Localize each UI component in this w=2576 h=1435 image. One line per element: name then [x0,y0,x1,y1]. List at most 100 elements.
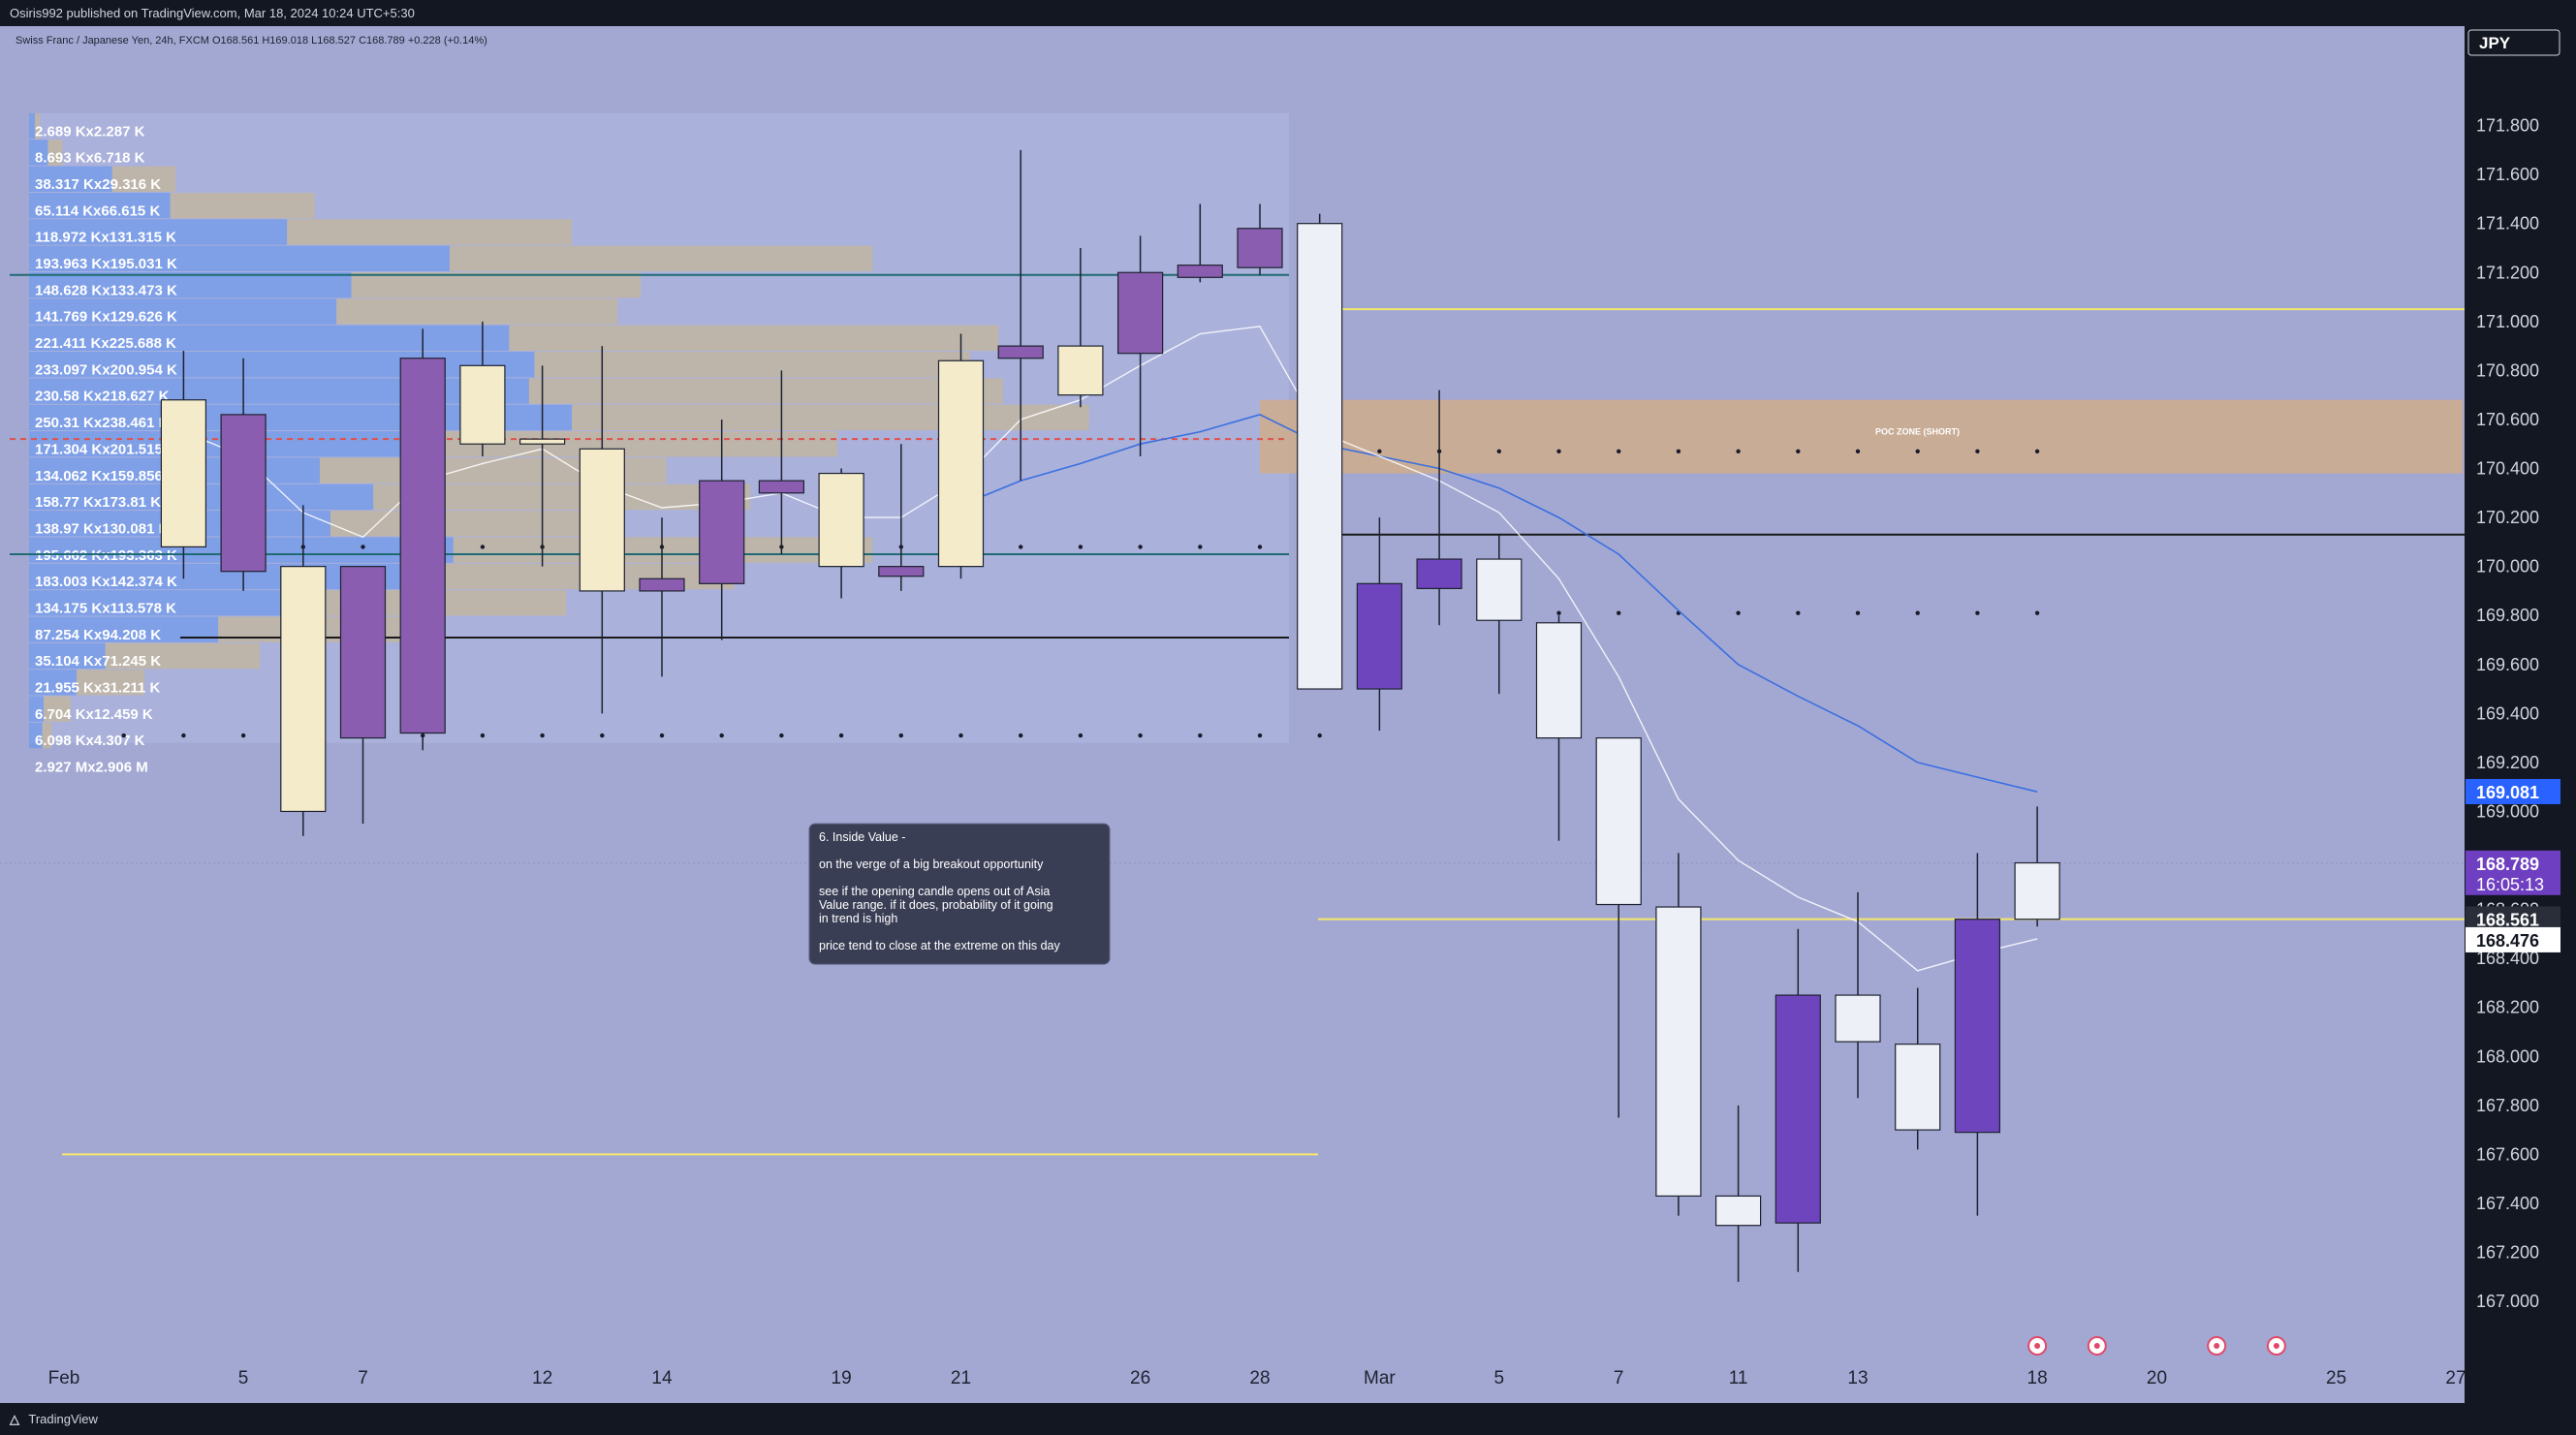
level-dot [121,733,126,738]
x-tick-label: 12 [532,1368,552,1388]
annotation-note[interactable]: 6. Inside Value - on the verge of a big b… [808,823,1111,965]
chart-area[interactable]: Swiss Franc / Japanese Yen, 24h, FXCM O1… [0,26,2576,1403]
volume-profile-label: 230.58 Kx218.627 K [35,389,170,405]
level-dot [181,733,186,738]
volume-profile-buy-bar [29,245,450,271]
y-tick-label: 169.800 [2476,606,2539,625]
volume-profile-label: 35.104 Kx71.245 K [35,653,161,670]
volume-profile-sell-bar [43,696,71,722]
bull-candle [937,359,985,568]
level-dot [1617,449,1621,454]
y-tick-label: 167.400 [2476,1194,2539,1213]
level-dot [1796,449,1801,454]
bear-candle [758,480,805,494]
volume-profile-label: 250.31 Kx238.461 K [35,415,170,431]
volume-profile-label: 2.689 Kx2.287 K [35,123,145,140]
bear-candle [1954,919,2001,1134]
level-dot [1855,610,1861,615]
volume-profile-buy-bar [29,696,44,722]
footer-brand: TradingView [28,1412,98,1426]
volume-profile-sell-bar [453,537,873,563]
volume-profile-buy-bar [29,325,510,352]
level-dot [1556,610,1561,615]
chart-legend: Swiss Franc / Japanese Yen, 24h, FXCM O1… [16,35,487,47]
poc-zone-label: POC ZONE (SHORT) [1875,427,1960,437]
level-dot [1496,449,1502,454]
volume-profile-label: 171.304 Kx201.515 K [35,441,177,457]
volume-profile-sell-bar [449,245,873,271]
y-tick-label: 168.000 [2476,1046,2539,1066]
level-dot [361,545,365,549]
price-chart[interactable]: Swiss Franc / Japanese Yen, 24h, FXCM O1… [0,26,2576,1403]
volume-profile-label: 38.317 Kx29.316 K [35,176,161,193]
volume-profile-label: 134.175 Kx113.578 K [35,600,176,616]
volume-profile-buy-bar [29,271,352,298]
bull-candle [1655,906,1702,1197]
level-dot [1796,610,1801,615]
volume-profile-label: 8.693 Kx6.718 K [35,150,145,167]
currency-box [2467,29,2560,56]
bear-candle [1416,558,1462,589]
note-text: see if the opening candle opens out of A… [819,885,1050,898]
y-tick-label: 167.800 [2476,1096,2539,1115]
price-axis-background [2465,26,2576,1403]
volume-profile-sell-bar [528,378,1003,404]
x-tick-label: 28 [1249,1368,1270,1388]
price-tag-label: 168.561 [2476,910,2539,929]
note-box [808,823,1111,965]
price-tag [2466,926,2560,952]
volume-profile-buy-bar [29,590,321,616]
event-marker-dot [2093,1343,2100,1349]
bear-candle [1775,994,1821,1224]
x-tick-label: 21 [951,1368,971,1388]
volume-profile-label: 233.097 Kx200.954 K [35,361,177,378]
volume-profile-sell-bar [351,271,642,298]
bull-candle [1835,994,1881,1043]
bear-candle [997,345,1044,359]
note-text: Value range. if it does, probability of … [819,898,1053,912]
level-dot [1915,610,1920,615]
volume-profile-sell-bar [170,192,315,219]
volume-profile-sell-bar [35,112,41,140]
bear-candle [878,566,925,577]
volume-profile-label: 183.003 Kx142.374 K [35,574,177,590]
bull-candle [518,438,566,445]
volume-profile-buy-bar [29,722,43,749]
level-dot [838,733,844,738]
x-tick-label: 13 [1847,1368,1868,1388]
volume-profile-label: 148.628 Kx133.473 K [35,282,177,298]
level-dot [1915,449,1920,454]
y-tick-label: 170.200 [2476,508,2539,527]
y-tick-label: 167.200 [2476,1243,2539,1263]
volume-profile-sell-bar [105,642,260,670]
volume-profile-buy-bar [29,219,288,245]
price-tag [2466,778,2560,804]
volume-profile-sell-bar [330,511,613,537]
time-axis-background [0,1383,2465,1403]
level-dot [719,733,724,738]
bull-candle [1057,345,1104,396]
x-tick-label: Mar [1364,1368,1396,1388]
level-dot [540,733,545,738]
note-text: on the verge of a big breakout opportuni… [819,858,1044,871]
level-dot [480,733,486,738]
note-text: price tend to close at the extreme on th… [819,939,1060,952]
y-tick-label: 167.000 [2476,1292,2539,1311]
y-tick-label: 169.600 [2476,655,2539,674]
volume-profile-sell-bar [509,325,999,352]
volume-profile-label: 134.062 Kx159.856 K [35,468,177,484]
y-tick-label: 170.000 [2476,557,2539,577]
level-dot [1377,449,1382,454]
bull-candle [280,566,327,813]
y-tick-label: 171.600 [2476,165,2539,184]
volume-profile-sell-bar [111,166,176,192]
bull-candle [1595,737,1642,906]
level-dot [1198,733,1203,738]
level-dot [2034,449,2040,454]
note-text: in trend is high [819,912,897,925]
volume-profile-sell-bar [534,352,971,378]
volume-profile-buy-bar [29,642,106,670]
level-dot [1617,610,1621,615]
x-tick-label: 5 [1494,1368,1505,1388]
level-dot [1138,545,1143,549]
